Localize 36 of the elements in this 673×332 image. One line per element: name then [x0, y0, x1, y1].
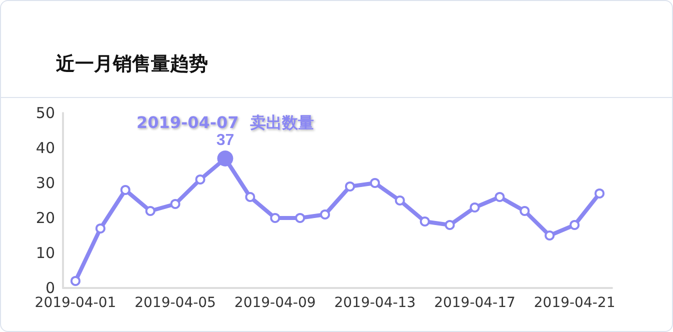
point: [195, 174, 206, 184]
y-tick-label: 0: [45, 279, 55, 297]
y-tick-label: 20: [36, 209, 55, 227]
point: [320, 210, 330, 220]
data-label: 37: [216, 132, 234, 149]
point: [470, 202, 480, 212]
point: [145, 206, 156, 216]
point: [494, 192, 505, 202]
x-tick-label: 2019-04-13: [334, 295, 416, 311]
x-tick-label: 2019-04-05: [134, 295, 216, 311]
point: [444, 220, 455, 230]
y-tick-label: 50: [36, 104, 55, 122]
point: [295, 213, 306, 223]
x-tick-label: 2019-04-09: [234, 295, 316, 311]
y-tick-label: 10: [36, 244, 55, 262]
point: [95, 224, 106, 234]
x-tick-label: 2019-04-21: [534, 295, 616, 311]
chart-title: 近一月销售量趋势: [56, 52, 208, 77]
x-tick-label: 2019-04-01: [34, 295, 116, 311]
y-tick-label: 30: [36, 174, 55, 192]
annotation: 2019-04-07 卖出数量: [136, 113, 314, 132]
point: [270, 213, 280, 223]
point: [520, 206, 530, 216]
point: [420, 216, 430, 226]
point: [594, 188, 605, 198]
point: [394, 196, 405, 206]
point: [120, 185, 130, 195]
point: [344, 182, 355, 192]
point: [170, 199, 180, 209]
point: [70, 276, 80, 286]
point: [544, 230, 555, 240]
y-tick-label: 40: [36, 139, 55, 157]
point: [370, 178, 380, 188]
point: [570, 220, 580, 230]
x-tick-label: 2019-04-17: [434, 295, 516, 311]
point: [245, 192, 256, 202]
